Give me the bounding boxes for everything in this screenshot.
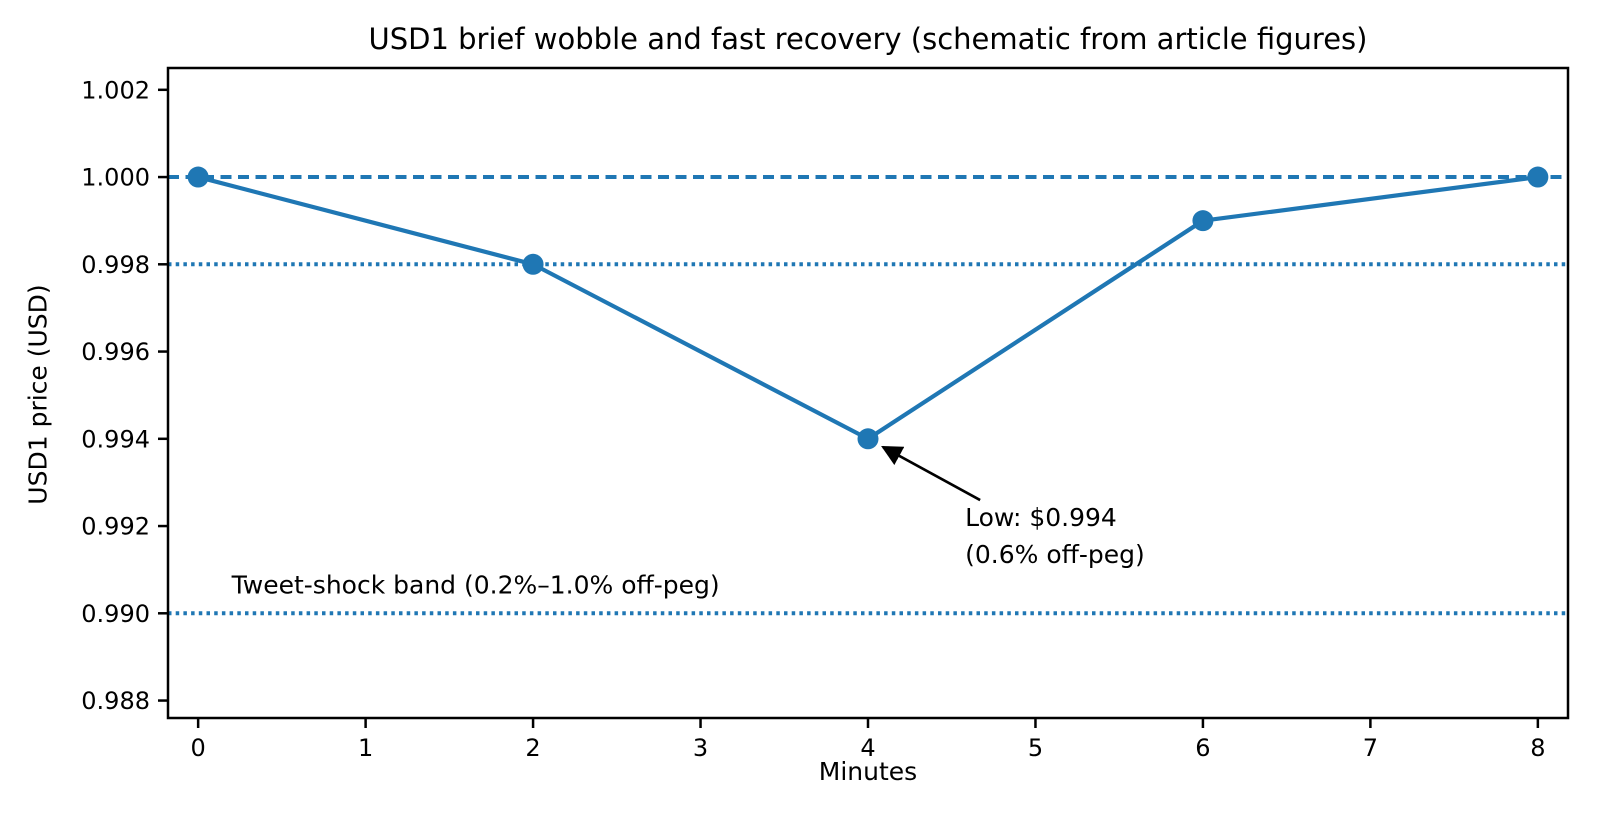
y-tick-label-0.992: 0.992 — [81, 513, 150, 541]
chart-title: USD1 brief wobble and fast recovery (sch… — [368, 22, 1368, 56]
price-line-series — [196, 174, 1540, 441]
x-tick-label-8: 8 — [1530, 734, 1545, 762]
x-tick-label-2: 2 — [525, 734, 540, 762]
x-tick-label-4: 4 — [860, 734, 875, 762]
data-point-marker-2min — [522, 253, 544, 275]
y-tick-label-0.996: 0.996 — [81, 338, 150, 366]
annotation-arrow — [881, 445, 981, 502]
y-tick-label-1.002: 1.002 — [81, 76, 150, 104]
x-axis-label: Minutes — [818, 757, 918, 786]
x-tick-label-5: 5 — [1028, 734, 1043, 762]
x-tick-label-3: 3 — [693, 734, 708, 762]
data-point-marker-0min — [187, 166, 209, 188]
data-point-marker-4min — [857, 428, 879, 450]
y-tick-label-0.990: 0.990 — [81, 600, 150, 628]
y-axis-label: USD1 price (USD) — [23, 284, 53, 505]
y-tick-label-1.000: 1.000 — [81, 164, 150, 192]
x-tick-label-6: 6 — [1195, 734, 1210, 762]
x-tick-label-7: 7 — [1363, 734, 1378, 762]
annotation-low-text-line1: Low: $0.994 — [965, 503, 1117, 532]
y-tick-label-0.994: 0.994 — [81, 425, 150, 453]
data-point-marker-6min — [1192, 210, 1214, 232]
x-tick-label-0: 0 — [191, 734, 206, 762]
band-label: Tweet-shock band (0.2%–1.0% off-peg) — [231, 571, 720, 600]
plot-border — [166, 66, 1570, 720]
x-tick-label-1: 1 — [358, 734, 373, 762]
data-point-marker-8min — [1527, 166, 1549, 188]
annotation-low-text-line2: (0.6% off-peg) — [965, 540, 1145, 569]
y-tick-label-0.988: 0.988 — [81, 687, 150, 715]
y-tick-label-0.998: 0.998 — [81, 251, 150, 279]
